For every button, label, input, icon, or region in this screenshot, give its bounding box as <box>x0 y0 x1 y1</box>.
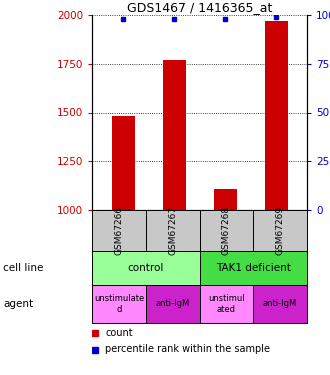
Bar <box>253 285 307 322</box>
Title: GDS1467 / 1416365_at: GDS1467 / 1416365_at <box>127 1 272 14</box>
Text: TAK1 deficient: TAK1 deficient <box>216 263 291 273</box>
Bar <box>92 210 146 251</box>
Bar <box>265 21 288 210</box>
Bar <box>92 285 146 322</box>
Text: GSM67269: GSM67269 <box>276 206 284 255</box>
Bar <box>146 210 200 251</box>
Bar <box>214 189 237 210</box>
Text: cell line: cell line <box>3 263 44 273</box>
Text: unstimulate
d: unstimulate d <box>94 294 144 314</box>
Text: count: count <box>105 328 133 338</box>
Text: anti-IgM: anti-IgM <box>156 299 190 308</box>
Text: percentile rank within the sample: percentile rank within the sample <box>105 345 270 354</box>
Bar <box>112 116 135 210</box>
Bar <box>253 210 307 251</box>
Bar <box>163 60 185 210</box>
Text: anti-IgM: anti-IgM <box>263 299 297 308</box>
Text: agent: agent <box>3 299 33 309</box>
Bar <box>200 285 253 322</box>
Bar <box>92 251 200 285</box>
Text: GSM67266: GSM67266 <box>115 206 124 255</box>
Text: GSM67267: GSM67267 <box>168 206 177 255</box>
Bar <box>146 285 200 322</box>
Bar <box>200 210 253 251</box>
Text: unstimul
ated: unstimul ated <box>208 294 245 314</box>
Bar <box>200 251 307 285</box>
Text: GSM67268: GSM67268 <box>222 206 231 255</box>
Text: control: control <box>128 263 164 273</box>
